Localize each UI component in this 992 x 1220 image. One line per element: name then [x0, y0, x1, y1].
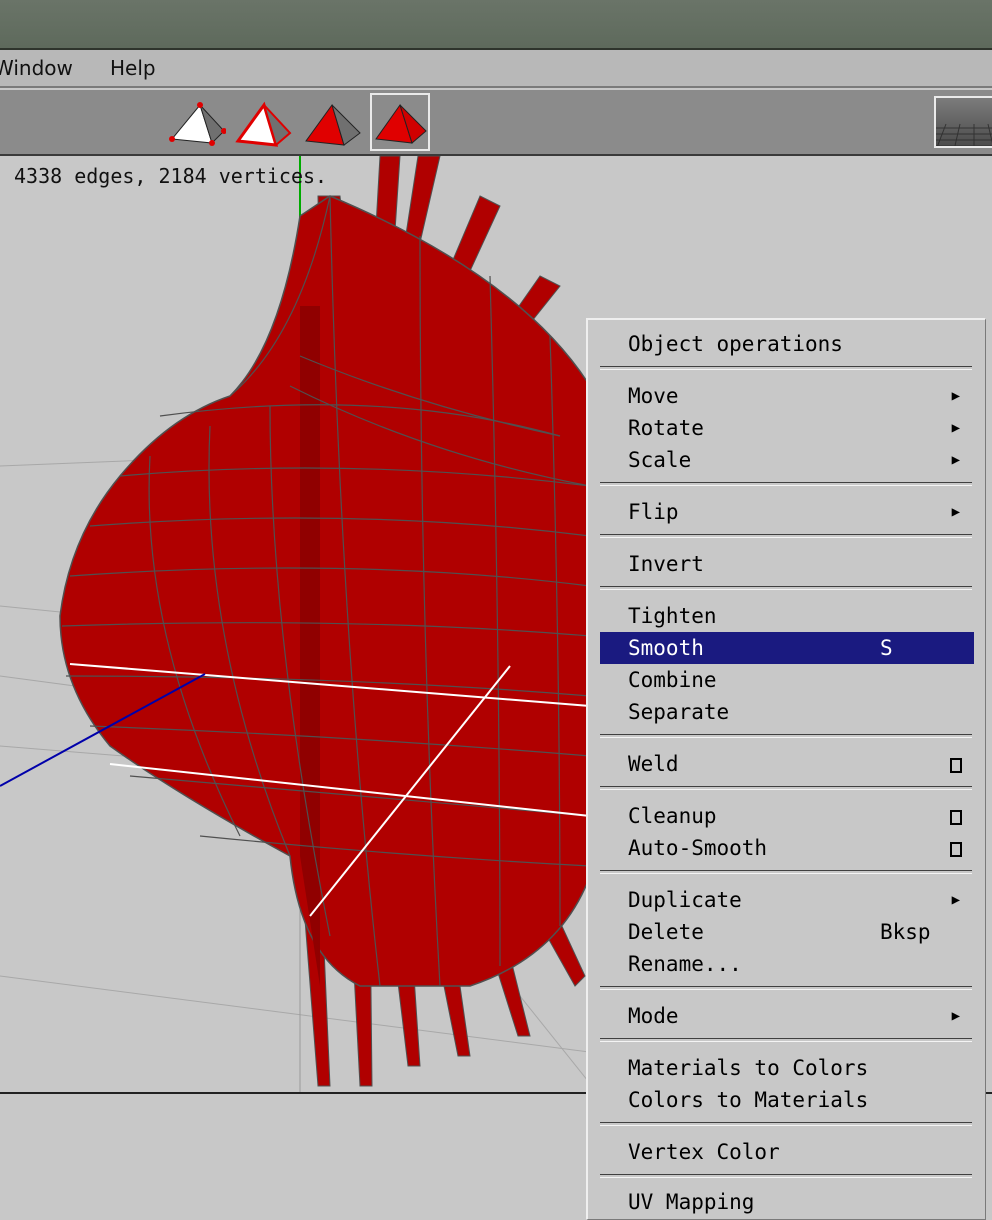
- body-mode-icon: [375, 103, 427, 144]
- window-title-bar: [0, 0, 992, 50]
- option-box-icon[interactable]: [950, 810, 962, 825]
- submenu-arrow-icon: ▶: [951, 388, 960, 404]
- menu-item-rename[interactable]: Rename...: [628, 952, 742, 976]
- option-box-icon[interactable]: [950, 758, 962, 773]
- menu-bar: Window Help: [0, 50, 992, 88]
- menu-item-smooth[interactable]: Smooth S: [600, 632, 974, 664]
- z-axis: [0, 673, 206, 787]
- menu-help[interactable]: Help: [110, 56, 156, 80]
- mesh-body: [59, 195, 591, 987]
- mesh-info-text: 4338 edges, 2184 vertices.: [14, 164, 328, 188]
- submenu-arrow-icon: ▶: [951, 452, 960, 468]
- menu-item-flip[interactable]: Flip ▶: [600, 496, 974, 528]
- menu-item-mode[interactable]: Mode ▶: [600, 1000, 974, 1032]
- edge-select-mode-button[interactable]: [234, 93, 294, 151]
- face-select-mode-button[interactable]: [302, 93, 362, 151]
- object-operations-menu: Object operations Move ▶ Rotate ▶ Scale ▶ F…: [586, 318, 986, 1220]
- menu-item-vertex-color[interactable]: Vertex Color: [628, 1140, 780, 1164]
- menu-item-combine[interactable]: Combine: [628, 668, 717, 692]
- option-box-icon[interactable]: [950, 842, 962, 857]
- menu-item-auto-smooth[interactable]: Auto-Smooth: [600, 832, 974, 864]
- menu-item-colors-to-materials[interactable]: Colors to Materials: [628, 1088, 869, 1112]
- menu-title: Object operations: [628, 332, 843, 356]
- toolbar: [0, 90, 992, 156]
- vertex-select-mode-button[interactable]: [166, 93, 226, 151]
- submenu-arrow-icon: ▶: [951, 420, 960, 436]
- scene-render: [0, 156, 621, 1092]
- menu-item-materials-to-colors[interactable]: Materials to Colors: [628, 1056, 869, 1080]
- menu-item-move[interactable]: Move ▶: [600, 380, 974, 412]
- menu-item-tighten[interactable]: Tighten: [628, 604, 717, 628]
- menu-item-duplicate[interactable]: Duplicate ▶: [600, 884, 974, 916]
- menu-item-rotate[interactable]: Rotate ▶: [600, 412, 974, 444]
- face-mode-icon: [305, 103, 361, 146]
- menu-item-scale[interactable]: Scale ▶: [600, 444, 974, 476]
- ground-grid-toggle-button[interactable]: [934, 96, 992, 148]
- grid-icon: [936, 123, 992, 146]
- menu-item-invert[interactable]: Invert: [628, 552, 704, 576]
- body-select-mode-button[interactable]: [370, 93, 430, 151]
- menu-item-weld[interactable]: Weld: [600, 748, 974, 780]
- menu-item-uv-mapping[interactable]: UV Mapping: [628, 1190, 755, 1214]
- edge-mode-icon: [235, 101, 292, 147]
- selected-edges: [69, 663, 591, 917]
- vertex-mode-icon: [169, 102, 226, 146]
- submenu-arrow-icon: ▶: [951, 1008, 960, 1024]
- menu-item-cleanup[interactable]: Cleanup: [600, 800, 974, 832]
- menu-item-delete[interactable]: Delete Bksp: [628, 920, 931, 944]
- submenu-arrow-icon: ▶: [951, 504, 960, 520]
- menu-item-separate[interactable]: Separate: [628, 700, 730, 724]
- submenu-arrow-icon: ▶: [951, 892, 960, 908]
- menu-window[interactable]: Window: [0, 56, 73, 80]
